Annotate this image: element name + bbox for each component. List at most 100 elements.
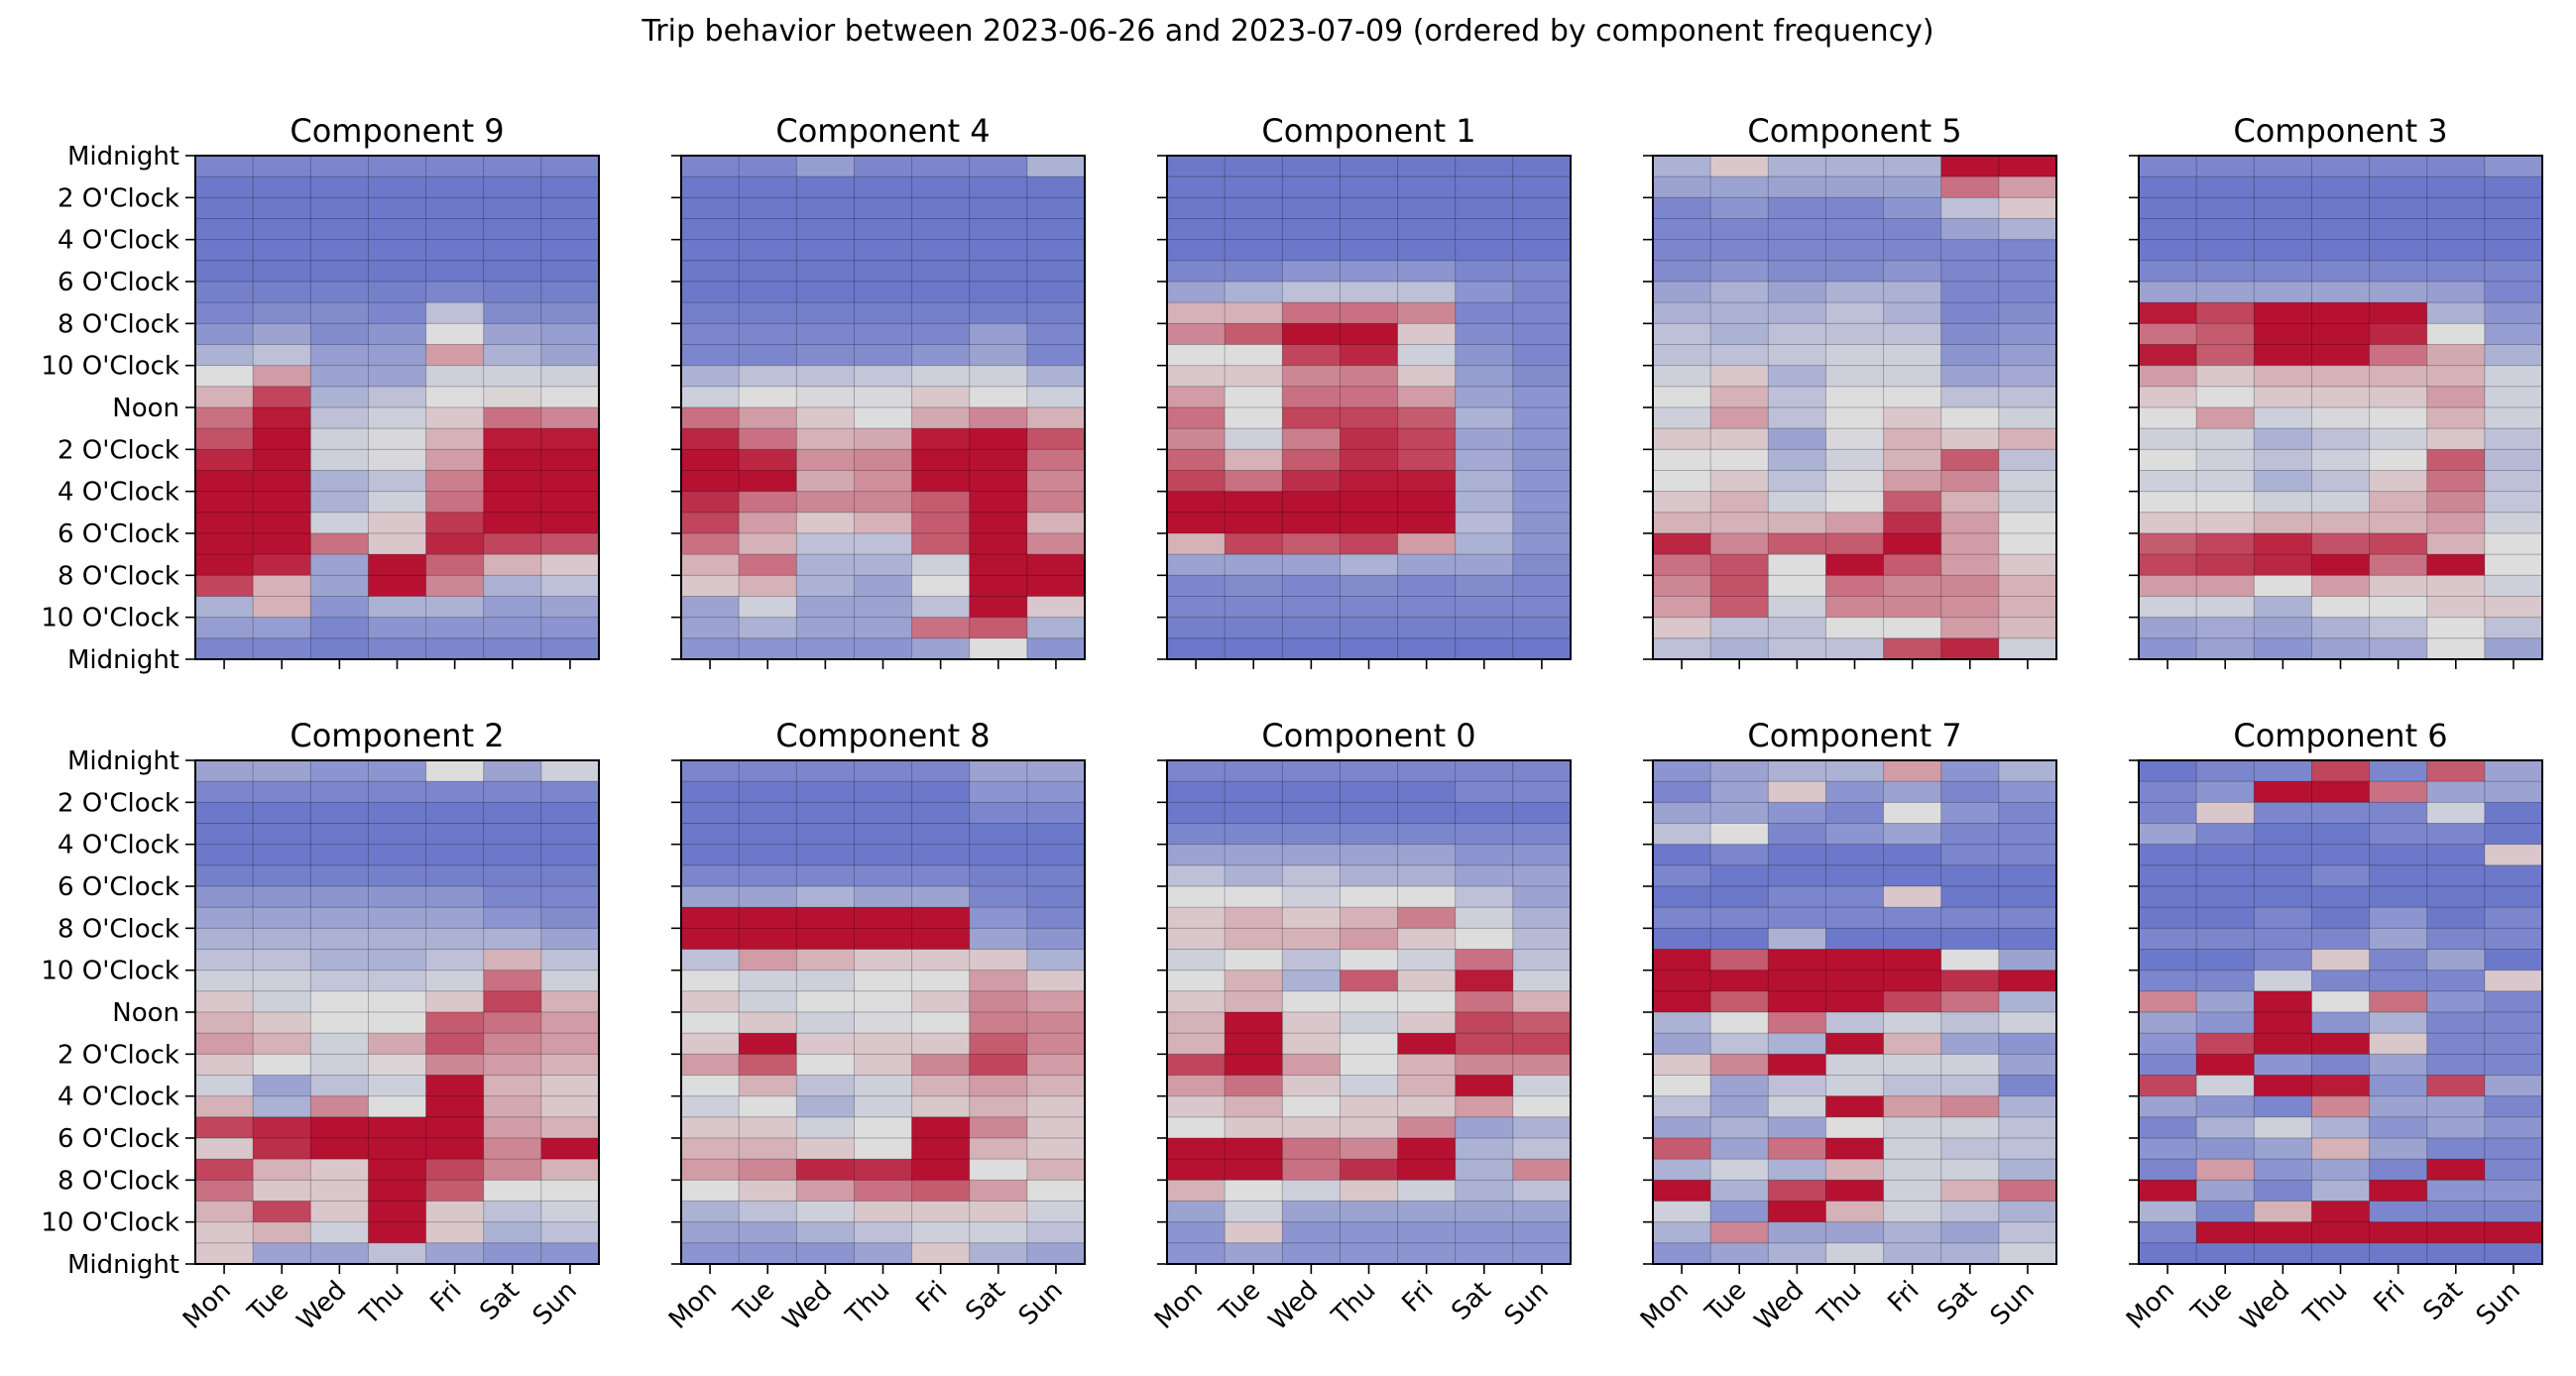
heatmap-cell xyxy=(194,1137,254,1160)
heatmap-cell xyxy=(1709,470,1770,493)
heatmap-cell xyxy=(2253,553,2313,577)
y-tick-label: 8 O'Clock xyxy=(58,309,179,339)
heatmap-cell xyxy=(1940,574,2000,598)
heatmap-cell xyxy=(795,759,856,782)
heatmap-cell xyxy=(1339,553,1399,577)
heatmap-cell xyxy=(2195,801,2256,825)
heatmap-cell xyxy=(1397,596,1457,619)
heatmap-cell xyxy=(1166,759,1226,782)
heatmap-cell xyxy=(367,218,427,241)
heatmap-cell xyxy=(969,281,1028,303)
heatmap-cell xyxy=(194,1242,254,1265)
heatmap-cell xyxy=(194,1075,254,1097)
heatmap-cell xyxy=(969,844,1028,866)
heatmap-cell xyxy=(540,218,600,241)
heatmap-cell xyxy=(2195,596,2256,619)
heatmap-cell xyxy=(252,365,312,388)
heatmap-cell xyxy=(1455,1011,1514,1034)
heatmap-cell xyxy=(853,1095,913,1118)
heatmap-cell xyxy=(425,553,485,577)
heatmap-cell xyxy=(1224,759,1284,782)
heatmap-cell xyxy=(2253,1011,2313,1034)
heatmap-cell xyxy=(2369,864,2428,887)
y-tick-label: 8 O'Clock xyxy=(58,561,179,591)
heatmap-cell xyxy=(1224,1075,1284,1097)
heatmap-cell xyxy=(2138,637,2197,660)
heatmap-cell xyxy=(911,512,971,534)
heatmap-cell xyxy=(2369,175,2428,199)
heatmap-cell xyxy=(425,1116,485,1139)
y-tick-label: Noon xyxy=(112,998,179,1028)
heatmap-cell xyxy=(425,155,485,177)
heatmap-cell xyxy=(1940,949,2000,972)
heatmap-cell xyxy=(1998,281,2057,303)
heatmap-cell xyxy=(1709,885,1770,908)
heatmap-cell xyxy=(795,406,856,429)
heatmap-cell xyxy=(425,1011,485,1034)
heatmap-cell xyxy=(1224,553,1284,577)
heatmap-cell xyxy=(1224,470,1284,493)
heatmap-cell xyxy=(1026,512,1086,534)
heatmap-cell xyxy=(1824,1242,1885,1265)
heatmap-cell xyxy=(252,1053,312,1077)
heatmap-cell xyxy=(2138,1158,2197,1182)
heatmap-cell xyxy=(1224,970,1284,992)
heatmap-cell xyxy=(1512,239,1572,262)
heatmap-cell xyxy=(1339,844,1399,866)
heatmap-cell xyxy=(853,1032,913,1056)
heatmap-cell xyxy=(2195,196,2256,220)
heatmap-cell xyxy=(1709,1137,1770,1160)
heatmap-cell xyxy=(1166,1179,1226,1203)
heatmap-cell xyxy=(1166,885,1226,908)
heatmap-cell xyxy=(853,927,913,951)
heatmap-cell xyxy=(1940,1158,2000,1182)
heatmap-cell xyxy=(309,990,370,1013)
heatmap-cell xyxy=(309,260,370,283)
heatmap-cell xyxy=(1281,990,1342,1013)
heatmap-cell xyxy=(483,823,542,846)
heatmap-cell xyxy=(1397,470,1457,493)
heatmap-cell xyxy=(1281,927,1342,951)
heatmap-cell xyxy=(1166,532,1226,555)
heatmap-cell xyxy=(911,196,971,220)
heatmap-cell xyxy=(1652,596,1711,619)
heatmap-cell xyxy=(911,885,971,908)
heatmap-cell xyxy=(1824,970,1885,992)
heatmap-cell xyxy=(1339,990,1399,1013)
heatmap-cell xyxy=(738,512,798,534)
heatmap-cell xyxy=(911,1032,971,1056)
heatmap-cell xyxy=(969,970,1028,992)
heatmap-cell xyxy=(1883,1179,1942,1203)
heatmap-cell xyxy=(483,885,542,908)
heatmap-cell xyxy=(1767,1095,1827,1118)
heatmap-cell xyxy=(680,470,740,493)
heatmap-cell xyxy=(969,1053,1028,1077)
heatmap-cell xyxy=(483,574,542,598)
heatmap-cell xyxy=(2138,1137,2197,1160)
heatmap-cell xyxy=(309,1053,370,1077)
heatmap-cell xyxy=(1767,1011,1827,1034)
heatmap-cell xyxy=(1397,1221,1457,1244)
heatmap-cell xyxy=(1455,406,1514,429)
heatmap-cell xyxy=(2195,1032,2256,1056)
heatmap-cell xyxy=(194,927,254,951)
heatmap-cell xyxy=(2253,491,2313,514)
heatmap-cell xyxy=(2426,780,2486,804)
heatmap-cell xyxy=(1824,617,1885,639)
heatmap-cell xyxy=(2195,864,2256,887)
heatmap-cell xyxy=(911,365,971,388)
heatmap-cell xyxy=(483,1201,542,1223)
heatmap-cell xyxy=(1224,864,1284,887)
heatmap-cell xyxy=(969,386,1028,408)
heatmap-cell xyxy=(425,365,485,388)
heatmap-cell xyxy=(1883,780,1942,804)
heatmap-cell xyxy=(1224,427,1284,451)
heatmap-cell xyxy=(1709,491,1770,514)
heatmap-cell xyxy=(1281,1201,1342,1223)
heatmap-cell xyxy=(483,553,542,577)
heatmap-cell xyxy=(1281,1032,1342,1056)
x-tick-label: Thu xyxy=(2297,1276,2353,1331)
heatmap-cell xyxy=(911,780,971,804)
heatmap-cell xyxy=(795,1095,856,1118)
heatmap-cell xyxy=(1339,365,1399,388)
